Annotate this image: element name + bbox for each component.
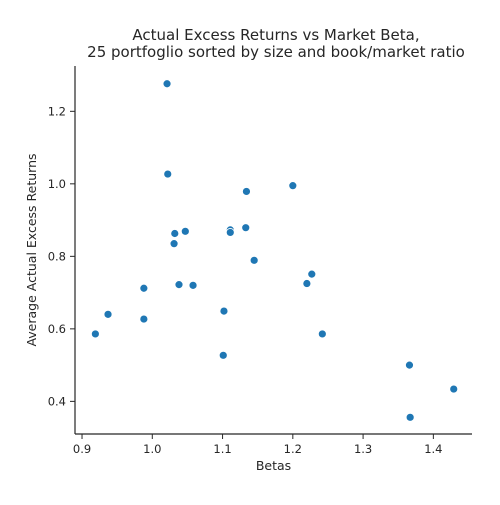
chart-title-line-2: 25 portfoglio sorted by size and book/ma…	[87, 43, 465, 61]
data-point	[219, 306, 229, 316]
data-point	[174, 280, 184, 290]
x-tick-label: 1.4	[424, 442, 442, 456]
data-point	[317, 329, 327, 339]
y-tick-label: 0.6	[48, 322, 66, 336]
y-tick-label: 1.0	[48, 177, 66, 191]
x-tick-label: 1.1	[213, 442, 231, 456]
data-point	[405, 360, 414, 370]
data-point	[139, 314, 149, 324]
data-point	[242, 187, 251, 196]
data-point	[405, 412, 415, 422]
data-point	[139, 283, 149, 293]
data-point	[225, 228, 235, 237]
x-axis-label: Betas	[256, 458, 291, 473]
chart-title-line-1: Actual Excess Returns vs Market Beta,	[132, 26, 419, 44]
data-point	[90, 329, 100, 339]
data-point	[169, 239, 179, 249]
data-point	[449, 384, 459, 394]
data-point	[307, 269, 317, 279]
data-point	[162, 79, 172, 89]
y-tick-label: 0.8	[48, 249, 66, 263]
x-ticks: 0.9 1.0 1.1 1.2 1.3 1.4	[73, 434, 443, 456]
data-point	[180, 226, 190, 236]
y-tick-label: 0.4	[48, 394, 66, 408]
data-point	[249, 255, 259, 265]
chart-title: Actual Excess Returns vs Market Beta, 25…	[87, 26, 465, 61]
data-point	[188, 280, 198, 290]
data-point	[163, 169, 173, 179]
y-axis-label: Average Actual Excess Returns	[24, 153, 39, 346]
x-tick-label: 1.0	[143, 442, 161, 456]
x-tick-label: 1.2	[284, 442, 302, 456]
data-points	[90, 79, 459, 422]
x-tick-label: 1.3	[354, 442, 372, 456]
data-point	[103, 309, 113, 319]
data-point	[288, 181, 298, 191]
data-point	[302, 279, 312, 288]
y-tick-label: 1.2	[48, 104, 66, 118]
data-point	[241, 223, 251, 233]
y-ticks: 0.4 0.6 0.8 1.0 1.2	[48, 104, 75, 408]
data-point	[170, 229, 180, 238]
x-tick-label: 0.9	[73, 442, 91, 456]
data-point	[218, 350, 228, 360]
axes: 0.9 1.0 1.1 1.2 1.3 1.4 0.4 0.6 0.8 1.0 1.2	[48, 66, 472, 456]
